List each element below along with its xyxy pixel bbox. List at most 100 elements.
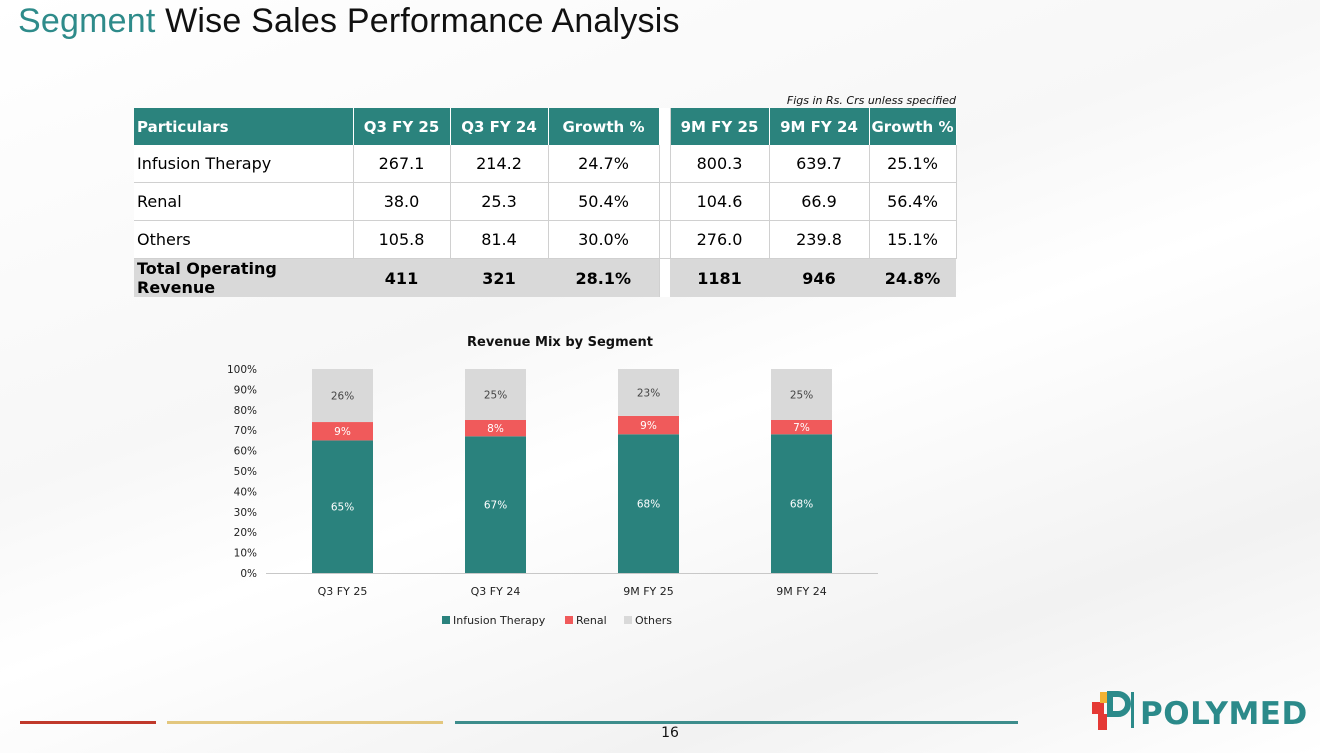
logo-mark-accent-left [1092, 702, 1104, 714]
header-growth-q3: Growth % [548, 108, 660, 145]
table-cell: 25.3 [450, 182, 549, 221]
logo-mark-accent-bottom [1098, 714, 1107, 730]
table-cell: 239.8 [769, 220, 870, 259]
chart-title: Revenue Mix by Segment [467, 335, 653, 350]
y-tick-label: 50% [234, 466, 257, 478]
table-cell: 50.4% [548, 182, 660, 221]
total-cell: 321 [450, 258, 548, 297]
polymed-logo: POLYMED [1092, 691, 1308, 732]
table-header-row: Particulars Q3 FY 25 Q3 FY 24 Growth % 9… [134, 108, 957, 145]
bar-segment [771, 369, 832, 420]
bar-segment [618, 415, 679, 435]
y-tick-label: 0% [240, 568, 257, 580]
x-tick-label: 9M FY 25 [623, 585, 674, 598]
page-number: 16 [661, 725, 679, 741]
column-gap [658, 258, 670, 297]
data-label: 68% [790, 499, 813, 511]
header-particulars: Particulars [134, 108, 354, 145]
logo-divider [1131, 692, 1134, 728]
data-label: 8% [487, 423, 504, 435]
y-tick-label: 90% [234, 384, 257, 396]
table-cell: 639.7 [769, 145, 870, 183]
x-tick-label: Q3 FY 25 [318, 585, 368, 598]
data-label: 25% [484, 390, 507, 402]
header-9mfy25: 9M FY 25 [670, 108, 770, 145]
table-cell: 276.0 [670, 220, 770, 259]
table-cell: 81.4 [450, 220, 549, 259]
y-tick-label: 60% [234, 446, 257, 458]
data-label: 65% [331, 502, 354, 514]
title-rest: Wise Sales Performance Analysis [165, 2, 680, 40]
table-cell: 30.0% [548, 220, 660, 259]
table-cell: 66.9 [769, 182, 870, 221]
total-cell: 28.1% [548, 258, 659, 297]
total-cell: 24.8% [869, 258, 956, 297]
table-row: Renal 38.0 25.3 50.4% 104.6 66.9 56.4% [134, 182, 957, 221]
logo-text: POLYMED [1140, 696, 1308, 732]
data-label: 26% [331, 391, 354, 403]
y-tick-label: 10% [234, 548, 257, 560]
total-label: Total Operating Revenue [134, 258, 353, 297]
table-cell: 214.2 [450, 145, 549, 183]
row-label: Infusion Therapy [134, 145, 354, 183]
header-growth-9m: Growth % [869, 108, 957, 145]
header-q3fy24: Q3 FY 24 [450, 108, 549, 145]
legend-label: Renal [576, 614, 607, 627]
logo-mark-accent-top [1100, 692, 1109, 703]
data-label: 9% [334, 426, 351, 438]
bar-segment [465, 420, 526, 437]
data-label: 9% [640, 420, 657, 432]
table-cell: 38.0 [353, 182, 451, 221]
y-tick-label: 70% [234, 425, 257, 437]
column-gap [658, 182, 671, 221]
segment-sales-table: Particulars Q3 FY 25 Q3 FY 24 Growth % 9… [134, 108, 957, 297]
row-label: Others [134, 220, 354, 259]
footer-line-gold [167, 721, 443, 724]
bar-segment [771, 420, 832, 435]
data-label: 25% [790, 390, 813, 402]
table-cell: 25.1% [869, 145, 957, 183]
bar-segment [312, 422, 373, 441]
bar-segment [771, 434, 832, 573]
legend-label: Others [635, 614, 672, 627]
y-tick-label: 40% [234, 486, 257, 498]
bar-segment [465, 436, 526, 573]
header-q3fy25: Q3 FY 25 [353, 108, 451, 145]
legend-swatch [565, 616, 573, 624]
table-cell: 24.7% [548, 145, 660, 183]
total-row: Total Operating Revenue 411 321 28.1% 11… [134, 258, 956, 297]
column-gap [658, 220, 671, 259]
y-tick-label: 100% [227, 364, 257, 376]
table-cell: 104.6 [670, 182, 770, 221]
column-gap [658, 108, 671, 145]
title-accent: Segment [18, 2, 156, 40]
header-9mfy24: 9M FY 24 [769, 108, 870, 145]
table-cell: 105.8 [353, 220, 451, 259]
data-label: 67% [484, 500, 507, 512]
total-cell: 411 [353, 258, 450, 297]
row-label: Renal [134, 182, 354, 221]
column-gap [658, 145, 671, 183]
footer-line-teal [455, 721, 1018, 724]
figures-note: Figs in Rs. Crs unless specified [786, 94, 956, 107]
data-label: 7% [793, 422, 810, 434]
total-cell: 1181 [670, 258, 769, 297]
bar-segment [312, 369, 373, 423]
bar-segment [618, 434, 679, 573]
y-tick-label: 80% [234, 405, 257, 417]
table-row: Others 105.8 81.4 30.0% 276.0 239.8 15.1… [134, 220, 957, 259]
x-tick-label: Q3 FY 24 [471, 585, 521, 598]
table-row: Infusion Therapy 267.1 214.2 24.7% 800.3… [134, 145, 957, 183]
logo-mark-p [1107, 691, 1131, 717]
bar-segment [312, 440, 373, 573]
bar-segment [465, 369, 526, 420]
x-tick-label: 9M FY 24 [776, 585, 827, 598]
table-cell: 800.3 [670, 145, 770, 183]
table-cell: 267.1 [353, 145, 451, 183]
table-cell: 15.1% [869, 220, 957, 259]
page-title: Segment Wise Sales Performance Analysis [18, 2, 680, 41]
data-label: 23% [637, 387, 660, 399]
table-cell: 56.4% [869, 182, 957, 221]
footer-line-red [20, 721, 156, 724]
